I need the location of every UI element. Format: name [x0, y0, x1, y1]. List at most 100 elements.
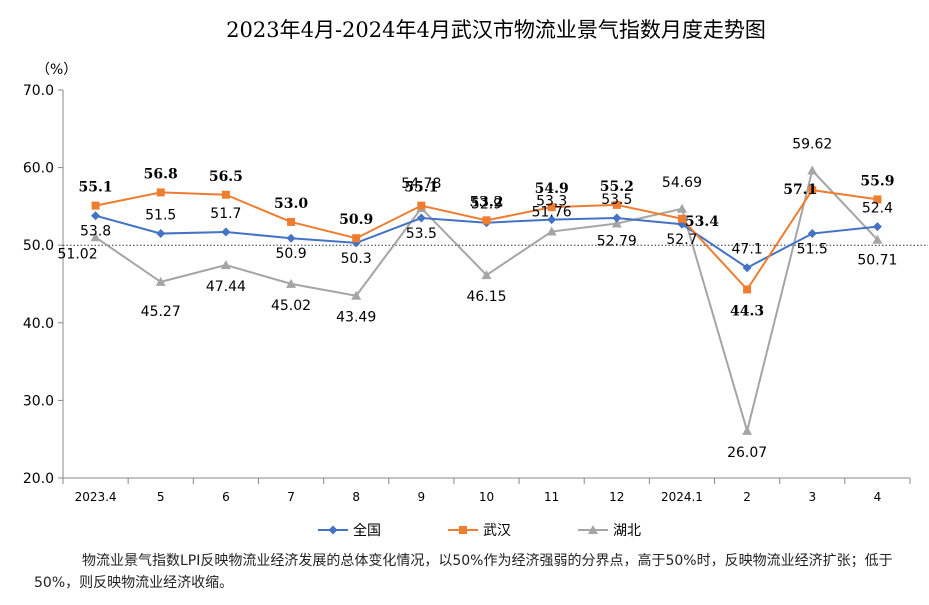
data-label-湖北: 54.69 [662, 175, 702, 191]
data-point-全国 [547, 215, 557, 225]
data-label-湖北: 51.76 [532, 205, 572, 221]
data-point-武汉 [417, 201, 426, 210]
x-tick-label: 3 [808, 490, 816, 504]
x-tick-label: 7 [287, 490, 295, 504]
data-point-全国 [221, 227, 231, 237]
data-label-湖北: 51.02 [58, 246, 98, 262]
data-label-全国: 52.7 [666, 232, 697, 248]
data-label-武汉: 50.9 [339, 212, 373, 228]
y-unit-label: （%） [36, 62, 77, 78]
data-label-全国: 51.7 [210, 206, 241, 222]
footnote: 物流业景气指数LPI反映物流业经济发展的总体变化情况，以50%作为经济强弱的分界… [34, 553, 893, 591]
plot-area: 20.0 30.0 40.0 50.0 60.0 70.0 2023.4 5 6 7 8 9 10 11 1… [23, 83, 928, 504]
x-tick-label: 11 [544, 490, 559, 504]
x-tick-label: 5 [157, 490, 165, 504]
data-label-湖北: 54.78 [401, 176, 441, 192]
data-label-武汉: 56.5 [209, 169, 243, 185]
data-label-武汉: 55.1 [404, 180, 438, 196]
legend-marker-武汉 [459, 526, 467, 534]
x-tick-label: 9 [418, 490, 426, 504]
data-point-全国 [807, 229, 817, 239]
data-point-湖北 [220, 260, 231, 270]
data-label-武汉: 54.9 [535, 181, 569, 197]
legend-label-湖北: 湖北 [613, 523, 641, 539]
legend-marker-湖北 [588, 525, 598, 534]
legend-label-武汉: 武汉 [483, 523, 511, 539]
data-point-全国 [742, 263, 752, 273]
data-label-武汉: 55.9 [860, 173, 894, 189]
data-point-武汉 [547, 203, 556, 212]
data-label-湖北: 43.49 [336, 310, 376, 326]
data-label-湖北: 26.07 [727, 445, 767, 461]
data-label-全国: 52.4 [862, 201, 893, 217]
data-label-湖北: 45.27 [141, 304, 181, 320]
data-label-全国: 52.9 [471, 197, 502, 213]
data-point-武汉 [612, 200, 621, 209]
data-label-武汉: 44.3 [730, 303, 764, 319]
legend-marker-全国 [328, 525, 338, 535]
data-label-湖北: 50.71 [857, 253, 897, 269]
data-label-全国: 51.5 [145, 208, 176, 224]
y-tick-label: 20.0 [23, 471, 54, 487]
data-point-武汉 [808, 186, 817, 195]
x-tick-label: 12 [609, 490, 624, 504]
data-point-全国 [872, 222, 882, 232]
data-label-武汉: 56.8 [144, 166, 178, 182]
data-point-湖北 [90, 232, 101, 242]
data-label-全国: 53.5 [601, 192, 632, 208]
data-label-湖北: 47.44 [206, 279, 246, 295]
data-label-武汉: 55.2 [600, 179, 634, 195]
y-tick-label: 40.0 [23, 316, 54, 332]
x-tick-label: 2023.4 [75, 490, 117, 504]
legend-label-全国: 全国 [353, 522, 381, 539]
data-point-全国 [612, 213, 622, 223]
data-label-全国: 47.1 [732, 242, 763, 258]
data-point-武汉 [287, 217, 296, 226]
x-tick-label: 10 [479, 490, 494, 504]
data-point-湖北 [742, 425, 753, 435]
data-point-湖北 [286, 278, 297, 288]
data-label-湖北: 52.79 [597, 234, 637, 250]
data-label-武汉: 53.0 [274, 196, 308, 212]
x-tick-label: 2 [743, 490, 751, 504]
data-point-全国 [156, 229, 166, 239]
y-tick-label: 50.0 [23, 238, 54, 254]
data-point-湖北 [807, 165, 818, 175]
data-point-武汉 [221, 190, 230, 199]
data-point-武汉 [873, 195, 882, 204]
data-label-湖北: 46.15 [466, 289, 506, 305]
data-point-武汉 [677, 214, 686, 223]
data-label-全国: 50.9 [275, 246, 306, 262]
x-tick-label: 8 [352, 490, 360, 504]
data-point-武汉 [743, 285, 752, 294]
data-point-武汉 [482, 216, 491, 225]
data-label-全国: 50.3 [341, 251, 372, 267]
data-point-湖北 [155, 276, 166, 286]
chart-title: 2023年4月-2024年4月武汉市物流业景气指数月度走势图 [226, 18, 766, 42]
data-point-湖北 [872, 234, 883, 244]
data-label-武汉: 53.4 [685, 214, 719, 230]
data-label-全国: 53.8 [80, 224, 111, 240]
data-point-湖北 [611, 218, 622, 228]
data-label-武汉: 55.1 [79, 180, 113, 196]
data-label-全国: 51.5 [797, 242, 828, 258]
data-point-武汉 [91, 201, 100, 210]
data-label-全国: 53.3 [536, 194, 567, 210]
data-point-湖北 [351, 290, 362, 300]
data-label-武汉: 57.1 [783, 182, 817, 198]
data-point-全国 [91, 211, 101, 221]
legend: 全国 武汉 湖北 [318, 522, 641, 539]
data-label-武汉: 53.2 [469, 194, 503, 210]
x-tick-label: 2024.1 [661, 490, 703, 504]
data-label-湖北: 45.02 [271, 298, 311, 314]
x-tick-label: 4 [874, 490, 882, 504]
data-point-全国 [416, 213, 426, 223]
data-point-全国 [286, 233, 296, 243]
data-point-湖北 [481, 270, 492, 280]
data-point-湖北 [676, 203, 687, 213]
data-point-武汉 [156, 188, 165, 197]
x-tick-label: 6 [222, 490, 230, 504]
y-tick-label: 70.0 [23, 83, 54, 99]
data-label-湖北: 59.62 [792, 137, 832, 153]
